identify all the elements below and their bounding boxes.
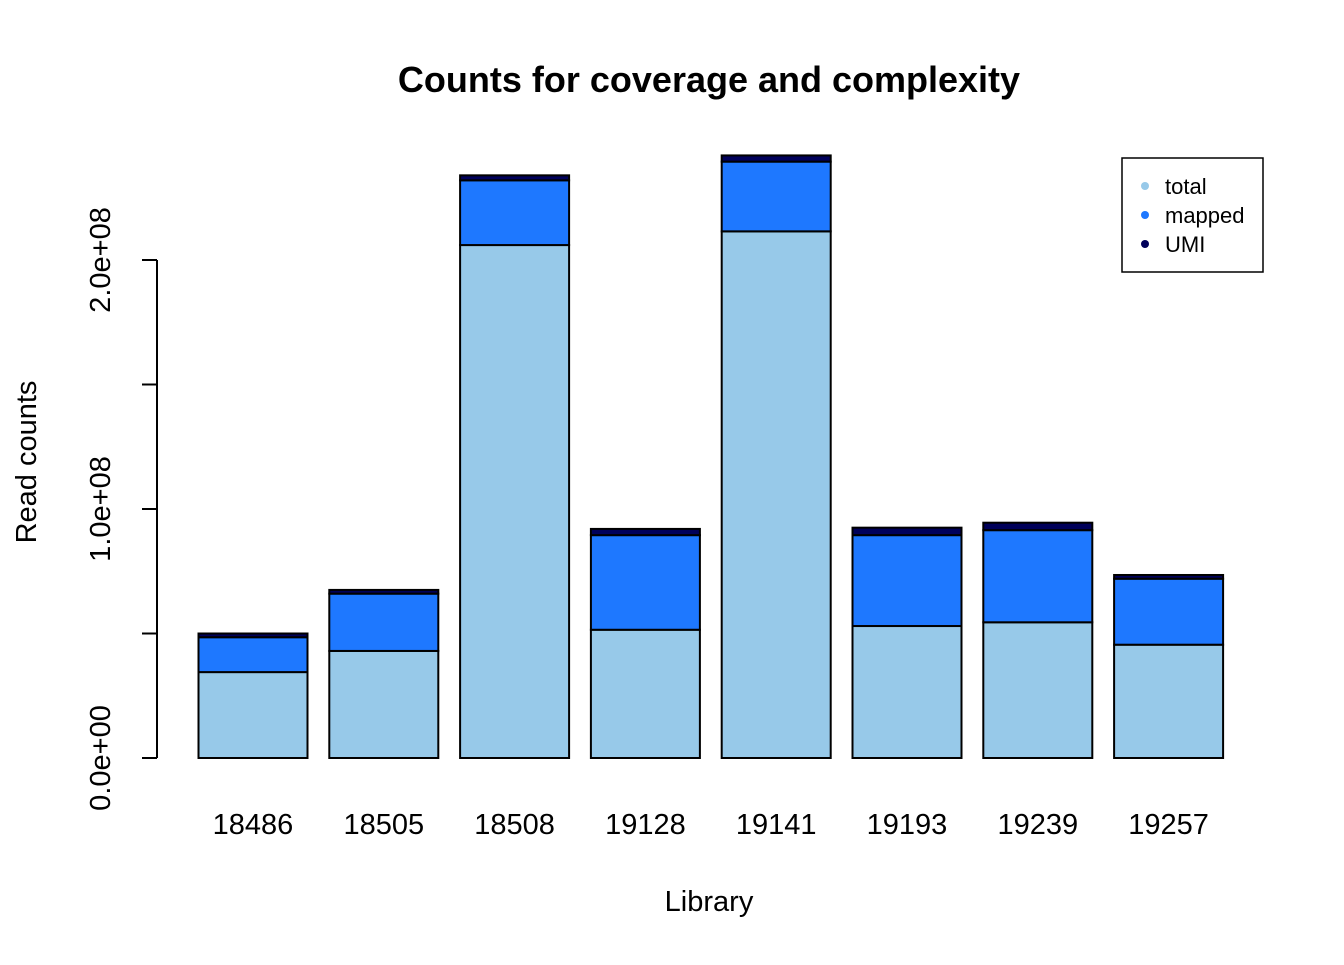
legend-label-mapped: mapped	[1165, 203, 1245, 228]
bar-mapped-18505	[328, 592, 440, 652]
bar-mapped-19141	[720, 160, 832, 233]
bar-total-19128	[589, 628, 701, 760]
legend-marker-total	[1141, 182, 1149, 190]
bar-mapped-18486	[197, 636, 309, 674]
bar-total-18505	[328, 649, 440, 759]
x-tick-label-18486: 18486	[213, 809, 294, 841]
bar-UMI-18508	[459, 174, 571, 182]
bar-UMI-19257	[1113, 573, 1225, 580]
bar-UMI-18486	[197, 632, 309, 639]
bar-group-18508	[459, 174, 571, 759]
bar-UMI-18505	[328, 588, 440, 595]
legend: total mapped UMI	[1121, 157, 1264, 273]
bar-total-19257	[1113, 643, 1225, 760]
x-tick-label-19257: 19257	[1128, 809, 1209, 841]
x-tick-label-19193: 19193	[867, 809, 948, 841]
bar-group-18486	[197, 632, 309, 759]
bar-UMI-19239	[982, 521, 1094, 532]
y-axis-title: Read counts	[11, 381, 43, 544]
bar-mapped-19257	[1113, 577, 1225, 646]
y-tick-label-2: 1.0e+08	[85, 456, 117, 562]
bar-UMI-19141	[720, 154, 832, 163]
bar-group-19141	[720, 154, 832, 759]
bar-total-18508	[459, 244, 571, 759]
bar-group-19193	[851, 526, 963, 760]
bar-mapped-19193	[851, 534, 963, 628]
x-axis-title: Library	[665, 886, 754, 918]
bars-layer	[197, 154, 1225, 760]
x-tick-label-18508: 18508	[474, 809, 555, 841]
bar-total-18486	[197, 671, 309, 759]
bar-group-19239	[982, 521, 1094, 759]
bar-total-19193	[851, 625, 963, 760]
legend-marker-UMI	[1141, 240, 1149, 248]
x-axis-labels: 18486 18505 18508 19128 19141 19193 19239 19257	[213, 809, 1209, 841]
bar-group-19257	[1113, 573, 1225, 760]
x-tick-label-19128: 19128	[605, 809, 686, 841]
legend-marker-mapped	[1141, 211, 1149, 219]
bar-UMI-19128	[589, 527, 701, 537]
legend-label-total: total	[1165, 174, 1207, 199]
bar-UMI-19193	[851, 526, 963, 537]
bar-group-18505	[328, 588, 440, 759]
bar-mapped-19128	[589, 534, 701, 631]
bar-mapped-18508	[459, 179, 571, 247]
bar-total-19141	[720, 230, 832, 759]
x-tick-label-19141: 19141	[736, 809, 817, 841]
bar-mapped-19239	[982, 529, 1094, 624]
x-tick-label-18505: 18505	[343, 809, 424, 841]
bar-group-19128	[589, 527, 701, 760]
y-tick-label-0: 0.0e+00	[85, 705, 117, 811]
legend-label-UMI: UMI	[1165, 232, 1205, 257]
chart-title: Counts for coverage and complexity	[398, 59, 1020, 100]
bar-total-19239	[982, 621, 1094, 759]
y-tick-label-4: 2.0e+08	[85, 207, 117, 313]
y-axis: 0.0e+00 1.0e+08 2.0e+08	[85, 207, 158, 811]
x-tick-label-19239: 19239	[997, 809, 1078, 841]
